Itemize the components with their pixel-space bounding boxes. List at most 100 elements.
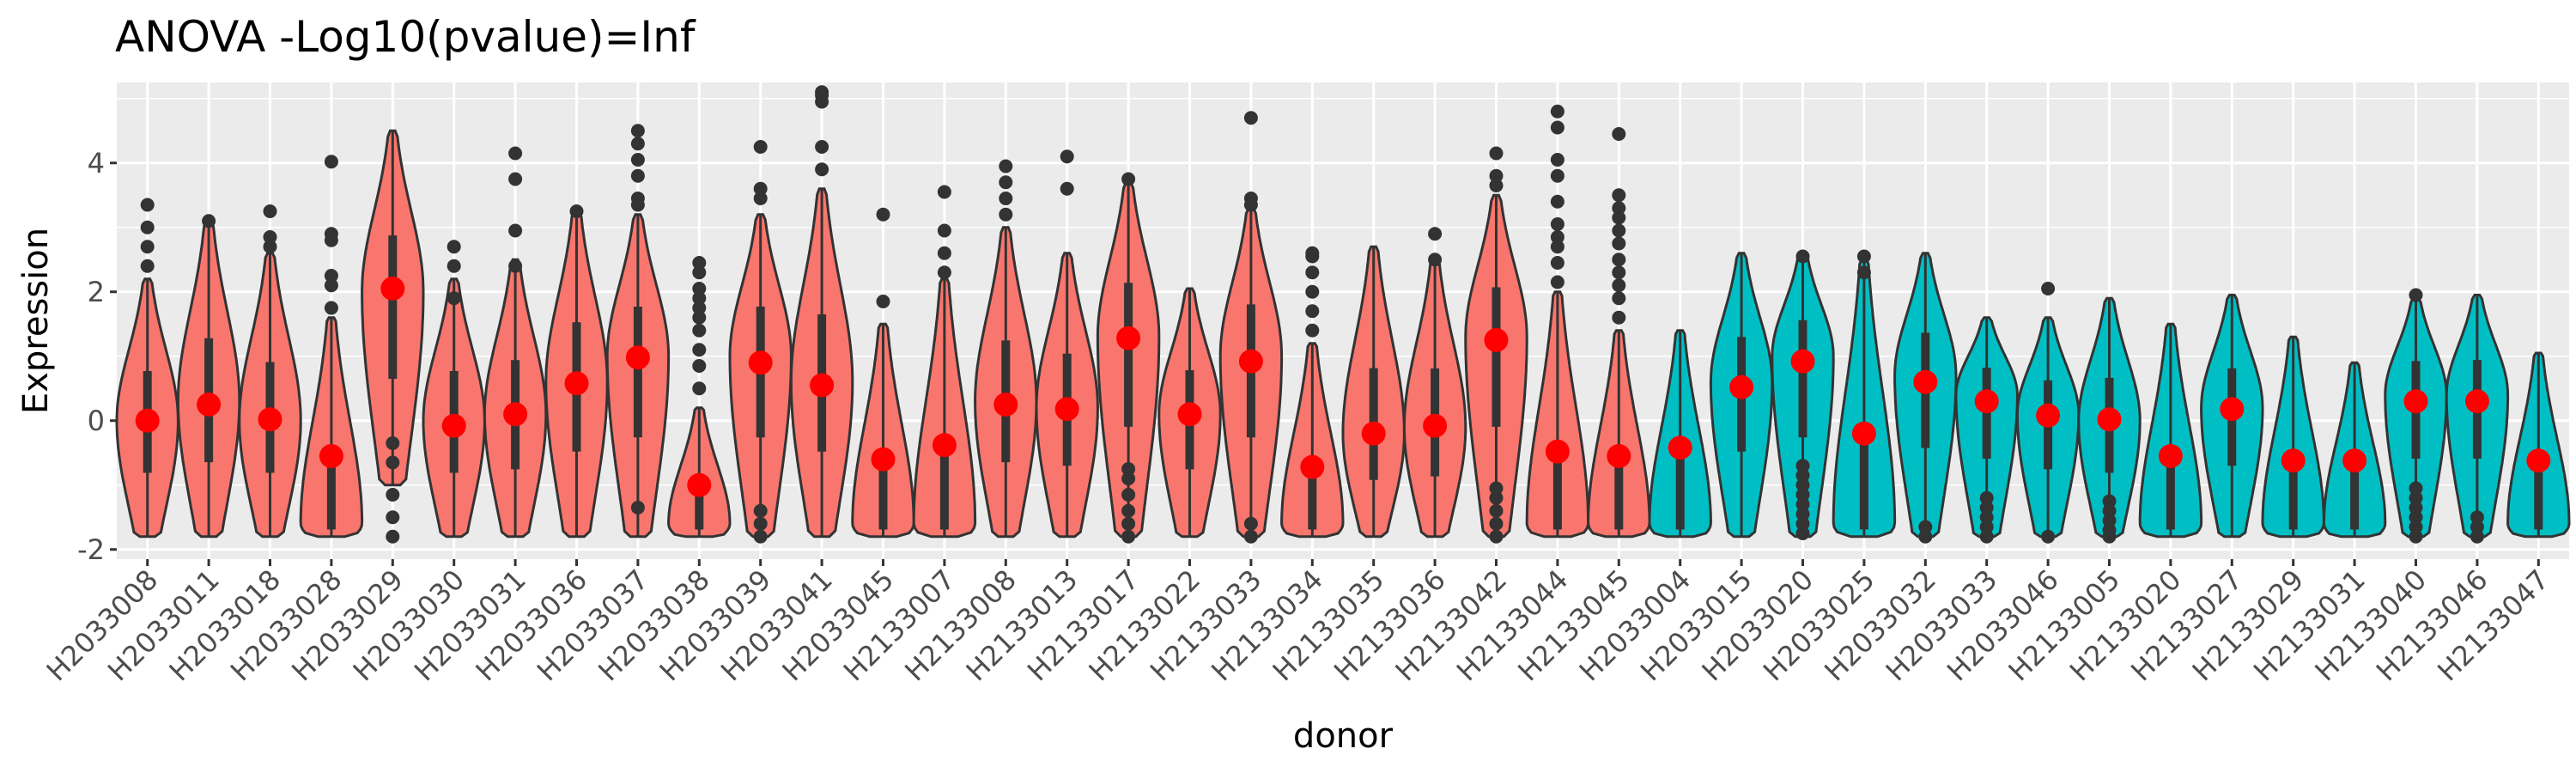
- box: [326, 451, 336, 530]
- outlier-point: [1489, 179, 1504, 192]
- outlier-point: [2102, 523, 2117, 538]
- outlier-point: [2102, 514, 2117, 527]
- mean-point: [1238, 349, 1263, 374]
- outlier-point: [1612, 236, 1626, 251]
- outlier-point: [692, 381, 707, 396]
- outlier-point: [1979, 490, 1994, 505]
- outlier-point: [1305, 265, 1320, 280]
- outlier-point: [1305, 323, 1320, 338]
- mean-point: [687, 472, 712, 497]
- outlier-point: [1979, 501, 1994, 514]
- box: [878, 453, 888, 530]
- outlier-point: [876, 295, 890, 308]
- mean-point: [441, 413, 466, 438]
- outlier-point: [1060, 181, 1074, 196]
- mean-point: [197, 393, 222, 417]
- outlier-point: [1305, 246, 1320, 260]
- outlier-point: [386, 510, 400, 525]
- mean-point: [564, 371, 589, 396]
- outlier-point: [324, 301, 338, 315]
- outlier-point: [753, 516, 768, 531]
- outlier-point: [1550, 230, 1564, 244]
- outlier-point: [1550, 275, 1564, 289]
- outlier-point: [1428, 227, 1443, 241]
- outlier-point: [1795, 516, 1810, 531]
- outlier-point: [692, 343, 707, 357]
- outlier-point: [2102, 494, 2117, 508]
- outlier-point: [1121, 462, 1136, 476]
- outlier-point: [1550, 217, 1564, 231]
- y-tick-label: 2: [88, 276, 105, 308]
- y-tick-label: 0: [88, 405, 105, 437]
- outlier-point: [630, 192, 645, 205]
- outlier-point: [2102, 503, 2117, 518]
- mean-point: [1177, 402, 1202, 427]
- outlier-point: [2409, 501, 2423, 514]
- y-tick-label: 4: [88, 147, 105, 180]
- mean-point: [1607, 444, 1631, 468]
- outlier-point: [508, 223, 523, 238]
- outlier-point: [1612, 310, 1626, 325]
- outlier-point: [140, 198, 155, 212]
- outlier-point: [1612, 278, 1626, 293]
- mean-point: [380, 277, 405, 301]
- mean-point: [2036, 403, 2061, 428]
- outlier-point: [1795, 526, 1810, 540]
- mean-point: [1545, 439, 1570, 464]
- outlier-point: [937, 265, 951, 280]
- mean-point: [2342, 448, 2367, 473]
- outlier-point: [1121, 488, 1136, 502]
- outlier-point: [1550, 153, 1564, 167]
- mean-point: [1361, 421, 1386, 446]
- outlier-point: [815, 140, 829, 154]
- mean-point: [1729, 374, 1754, 399]
- outlier-point: [630, 168, 645, 183]
- outlier-point: [692, 291, 707, 306]
- outlier-point: [2470, 529, 2484, 544]
- outlier-point: [1121, 172, 1136, 186]
- outlier-point: [999, 207, 1013, 222]
- outlier-point: [1612, 223, 1626, 238]
- mean-point: [1300, 454, 1325, 479]
- mean-point: [1484, 328, 1509, 352]
- outlier-point: [1550, 240, 1564, 254]
- outlier-point: [876, 207, 890, 222]
- outlier-point: [2470, 520, 2484, 534]
- outlier-point: [630, 124, 645, 138]
- outlier-point: [263, 230, 277, 244]
- outlier-point: [1243, 516, 1258, 531]
- outlier-point: [692, 282, 707, 295]
- outlier-point: [1612, 291, 1626, 306]
- outlier-point: [692, 265, 707, 280]
- outlier-point: [1428, 253, 1443, 267]
- outlier-point: [324, 155, 338, 169]
- outlier-point: [386, 529, 400, 544]
- outlier-point: [753, 529, 768, 544]
- mean-point: [1790, 349, 1815, 374]
- outlier-point: [263, 204, 277, 218]
- outlier-point: [508, 259, 523, 273]
- outlier-point: [1305, 304, 1320, 319]
- outlier-point: [1795, 459, 1810, 473]
- outlier-point: [1979, 520, 1994, 534]
- outlier-point: [630, 153, 645, 167]
- outlier-point: [386, 488, 400, 502]
- outlier-point: [2470, 510, 2484, 525]
- box: [1675, 456, 1685, 530]
- box: [633, 307, 642, 438]
- mean-point: [871, 447, 896, 472]
- mean-point: [2158, 444, 2183, 468]
- outlier-point: [2409, 520, 2423, 534]
- outlier-point: [569, 204, 584, 218]
- outlier-point: [1550, 194, 1564, 209]
- mean-point: [135, 408, 160, 433]
- outlier-point: [1305, 284, 1320, 299]
- outlier-point: [1612, 265, 1626, 280]
- outlier-point: [1243, 529, 1258, 544]
- outlier-point: [1489, 146, 1504, 161]
- outlier-point: [1489, 490, 1504, 505]
- outlier-point: [999, 192, 1013, 205]
- outlier-point: [1795, 249, 1810, 264]
- outlier-point: [1612, 210, 1626, 225]
- outlier-point: [1243, 192, 1258, 205]
